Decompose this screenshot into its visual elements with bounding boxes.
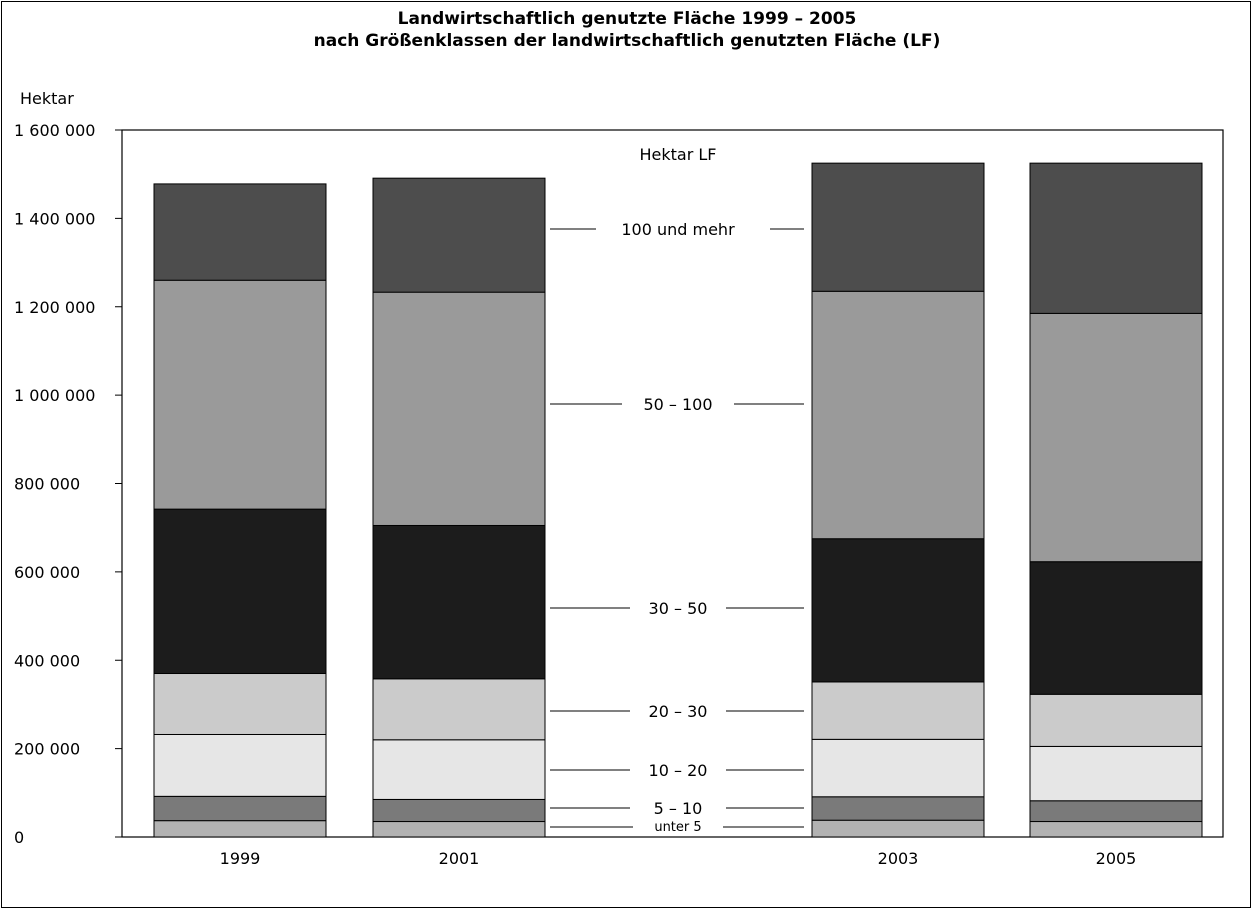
bar-segment [153, 183, 327, 281]
bar-segment [153, 508, 327, 675]
bar-segment [1029, 693, 1203, 747]
y-tick-label: 1 000 000 [14, 386, 95, 405]
chart-title: Landwirtschaftlich genutzte Fläche 1999 … [397, 9, 857, 29]
y-tick-label: 1 600 000 [14, 121, 95, 140]
legend-label: unter 5 [654, 820, 701, 835]
bar-segment [372, 739, 546, 800]
bar-segment [372, 291, 546, 526]
bar-segment [153, 820, 327, 838]
legend-label: 10 – 20 [649, 761, 708, 780]
chart-subtitle: nach Größenklassen der landwirtschaftlic… [313, 31, 941, 51]
bar-segment [153, 279, 327, 510]
y-tick-label: 1 400 000 [14, 209, 95, 228]
x-tick-label: 1999 [220, 849, 261, 868]
bar-segment [811, 538, 985, 683]
bar-segment [1029, 162, 1203, 314]
bar-segment [153, 795, 327, 822]
bar-segment [1029, 312, 1203, 563]
bar-segment [372, 678, 546, 741]
bar-segment [1029, 745, 1203, 802]
bar-segment [1029, 821, 1203, 838]
bar-segment [811, 162, 985, 292]
legend-title: Hektar LF [640, 145, 717, 164]
legend-label: 50 – 100 [643, 395, 712, 414]
legend-label: 30 – 50 [649, 599, 708, 618]
bar-segment [811, 681, 985, 740]
bar-segment [1029, 561, 1203, 695]
bar-segment [811, 738, 985, 798]
y-tick-label: 200 000 [14, 740, 80, 759]
y-tick-label: 1 200 000 [14, 298, 95, 317]
bar-segment [811, 819, 985, 838]
bar-segment [1029, 800, 1203, 823]
bar-segment [811, 290, 985, 540]
y-tick-label: 800 000 [14, 475, 80, 494]
y-axis-label: Hektar [20, 89, 74, 108]
x-tick-label: 2005 [1096, 849, 1137, 868]
bar-segment [372, 177, 546, 293]
bar-segment [372, 798, 546, 823]
bar-segment [811, 796, 985, 821]
legend-label: 100 und mehr [621, 220, 735, 239]
bar-segment [153, 733, 327, 797]
legend-label: 20 – 30 [649, 702, 708, 721]
bar-segment [372, 524, 546, 680]
bar-segment [153, 673, 327, 735]
legend-label: 5 – 10 [654, 799, 703, 818]
chart-title-block: Landwirtschaftlich genutzte Fläche 1999 … [0, 8, 1254, 52]
x-tick-label: 2003 [878, 849, 919, 868]
y-tick-label: 0 [14, 828, 24, 847]
y-tick-label: 400 000 [14, 651, 80, 670]
x-tick-label: 2001 [439, 849, 480, 868]
y-tick-label: 600 000 [14, 563, 80, 582]
bar-segment [372, 821, 546, 838]
